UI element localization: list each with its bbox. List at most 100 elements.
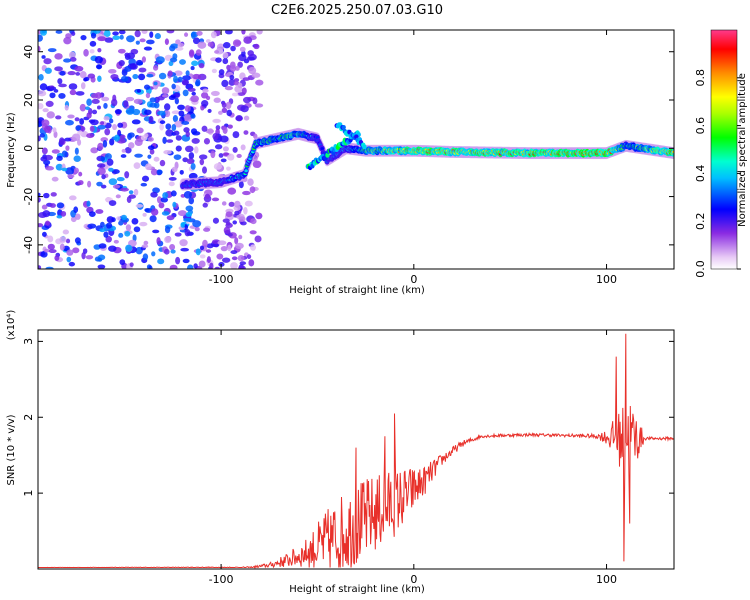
noise-cell	[237, 82, 243, 89]
noise-cell	[191, 137, 200, 144]
colorbar-tick-label: 0.0	[694, 260, 707, 278]
y-tick-label: 20	[22, 93, 35, 107]
noise-cell	[156, 196, 162, 204]
noise-cell	[54, 66, 63, 72]
noise-cell	[241, 50, 246, 57]
noise-cell	[211, 68, 217, 74]
noise-cell	[153, 81, 158, 86]
noise-cell	[58, 83, 67, 88]
noise-cell	[182, 157, 189, 163]
noise-cell	[163, 150, 172, 155]
noise-cell	[97, 142, 104, 151]
noise-cell	[124, 146, 132, 154]
noise-cell	[45, 166, 55, 171]
noise-cell	[214, 144, 223, 150]
noise-cell	[165, 123, 172, 130]
noise-cell	[139, 221, 148, 227]
noise-cell	[42, 210, 51, 218]
noise-cell	[141, 56, 147, 63]
noise-cell	[246, 56, 255, 61]
noise-cell	[134, 138, 143, 147]
noise-cell	[222, 218, 230, 223]
noise-cell	[68, 261, 76, 267]
noise-cell	[230, 262, 238, 269]
noise-cell	[88, 119, 96, 124]
colorbar-tick-label: 0.6	[694, 117, 707, 135]
noise-cell	[254, 103, 264, 108]
noise-cell	[114, 108, 122, 115]
noise-cell	[183, 114, 193, 122]
noise-cell	[211, 197, 220, 202]
noise-cell	[56, 214, 63, 219]
noise-cell	[117, 48, 126, 54]
noise-cell	[88, 211, 96, 217]
noise-cell	[195, 248, 201, 256]
noise-cell	[169, 57, 178, 63]
noise-cell	[71, 31, 76, 36]
noise-cell	[121, 148, 126, 153]
noise-cell	[136, 127, 144, 134]
noise-cell	[149, 97, 157, 103]
noise-cell	[85, 106, 90, 111]
noise-cell	[103, 30, 111, 38]
noise-cell	[124, 52, 130, 58]
noise-cell	[198, 62, 205, 69]
noise-cell	[129, 262, 134, 267]
noise-cell	[45, 220, 51, 226]
noise-cell	[230, 45, 236, 52]
spectrogram-frame	[37, 29, 675, 270]
noise-cell	[201, 99, 209, 107]
noise-cell	[159, 159, 166, 167]
noise-cell	[212, 132, 219, 140]
noise-cell	[174, 70, 183, 76]
noise-cell	[146, 73, 154, 78]
colorbar-tick-label: 0.2	[694, 212, 707, 230]
noise-cell	[133, 226, 141, 233]
noise-cell	[143, 133, 149, 138]
noise-cell	[205, 128, 215, 134]
noise-cell	[225, 211, 233, 218]
noise-cell	[126, 35, 135, 43]
noise-cell	[167, 70, 173, 77]
spectrogram-x-ticks: -100 0 100	[209, 30, 617, 286]
noise-cell	[77, 139, 82, 146]
noise-cell	[85, 255, 94, 260]
noise-cell	[54, 255, 60, 261]
noise-cell	[65, 145, 70, 151]
noise-cell	[169, 243, 176, 251]
noise-cell	[154, 33, 161, 40]
noise-cell	[255, 212, 263, 220]
noise-cell	[148, 115, 154, 123]
noise-cell	[173, 154, 182, 160]
noise-cell	[94, 56, 103, 64]
noise-cell	[226, 109, 233, 117]
noise-cell	[62, 229, 70, 235]
noise-cell	[152, 229, 160, 234]
noise-cell	[38, 34, 43, 42]
noise-cell	[83, 77, 88, 82]
noise-cell	[125, 224, 132, 231]
snr-x-label: Height of straight line (km)	[289, 584, 425, 595]
noise-cell	[184, 105, 191, 112]
noise-cell	[67, 174, 75, 179]
noise-cell	[52, 127, 57, 133]
noise-cell	[159, 123, 164, 131]
noise-cell	[247, 178, 254, 186]
noise-cell	[149, 148, 155, 155]
noise-cell	[151, 251, 156, 257]
noise-cell	[191, 60, 199, 66]
noise-cell	[237, 265, 247, 269]
y-tick-label: 1	[22, 490, 35, 497]
noise-cell	[179, 239, 188, 247]
noise-cell	[254, 235, 262, 243]
noise-cell	[38, 223, 44, 228]
noise-cell	[183, 190, 193, 199]
noise-cell	[97, 257, 103, 262]
noise-cell	[49, 203, 56, 208]
noise-cell	[69, 57, 77, 62]
noise-cell	[209, 262, 214, 269]
noise-cell	[79, 71, 87, 79]
noise-cell	[213, 163, 223, 170]
noise-cell	[225, 101, 232, 110]
noise-cell	[220, 246, 228, 252]
